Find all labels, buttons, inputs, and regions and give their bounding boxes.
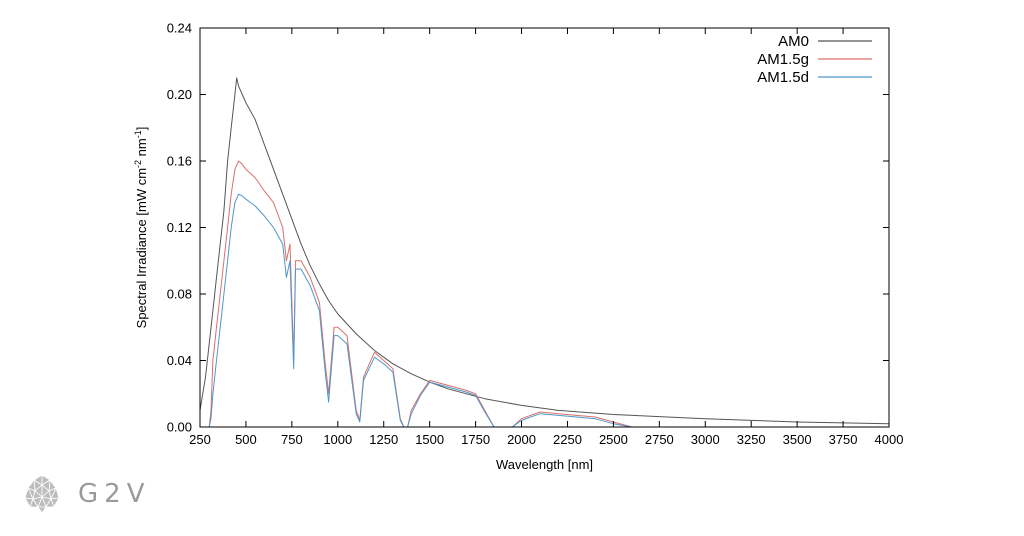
x-tick-label: 3000 (691, 432, 720, 447)
y-tick-label: 0.20 (167, 87, 192, 102)
plot-frame (199, 27, 890, 428)
x-tick-label: 2000 (507, 432, 536, 447)
series-line-am15d (200, 193, 889, 428)
x-tick-label: 1500 (415, 432, 444, 447)
x-tick-label: 750 (281, 432, 303, 447)
x-tick-label: 1250 (369, 432, 398, 447)
y-label-text-nm: nm (134, 138, 149, 160)
x-axis-label: Wavelength [nm] (496, 457, 593, 472)
x-axis-ticks: 250 500 750 1000 1250 1500 1750 2000 2250 2500 275… (189, 28, 903, 447)
x-tick-label: 2500 (599, 432, 628, 447)
series-layer (199, 77, 890, 428)
y-tick-label: 0.24 (167, 21, 192, 36)
x-tick-label: 3250 (737, 432, 766, 447)
x-tick-label: 3500 (783, 432, 812, 447)
y-tick-label: 0.00 (167, 420, 192, 435)
logo-text: G2V (78, 479, 151, 509)
y-tick-label: 0.08 (167, 287, 192, 302)
legend-label: AM0 (778, 33, 809, 50)
y-label-close: ] (134, 127, 149, 131)
legend-label: AM1.5g (757, 51, 809, 68)
geodesic-sphere-icon (24, 474, 60, 514)
x-tick-label: 250 (189, 432, 211, 447)
series-line-am15g (200, 160, 889, 428)
y-label-sup-cm: -2 (133, 160, 143, 168)
y-tick-label: 0.04 (167, 353, 192, 368)
y-tick-label: 0.12 (167, 220, 192, 235)
y-label-text: Spectral Irradiance [mW cm (134, 168, 149, 328)
g2v-logo: G2V (20, 470, 150, 518)
y-label-sup-nm: -1 (133, 130, 143, 138)
x-tick-label: 500 (235, 432, 257, 447)
y-tick-label: 0.16 (167, 154, 192, 169)
x-tick-label: 4000 (875, 432, 904, 447)
x-tick-label: 2250 (553, 432, 582, 447)
legend-label: AM1.5d (757, 69, 809, 86)
x-tick-label: 2750 (645, 432, 674, 447)
x-tick-label: 1000 (323, 432, 352, 447)
y-axis-label: Spectral Irradiance [mW cm-2 nm-1] (133, 127, 149, 329)
series-line-am0 (199, 77, 890, 425)
y-axis-ticks: 0.00 0.04 0.08 0.12 0.16 0.20 0.24 (167, 21, 889, 435)
x-tick-label: 3750 (829, 432, 858, 447)
x-tick-label: 1750 (461, 432, 490, 447)
